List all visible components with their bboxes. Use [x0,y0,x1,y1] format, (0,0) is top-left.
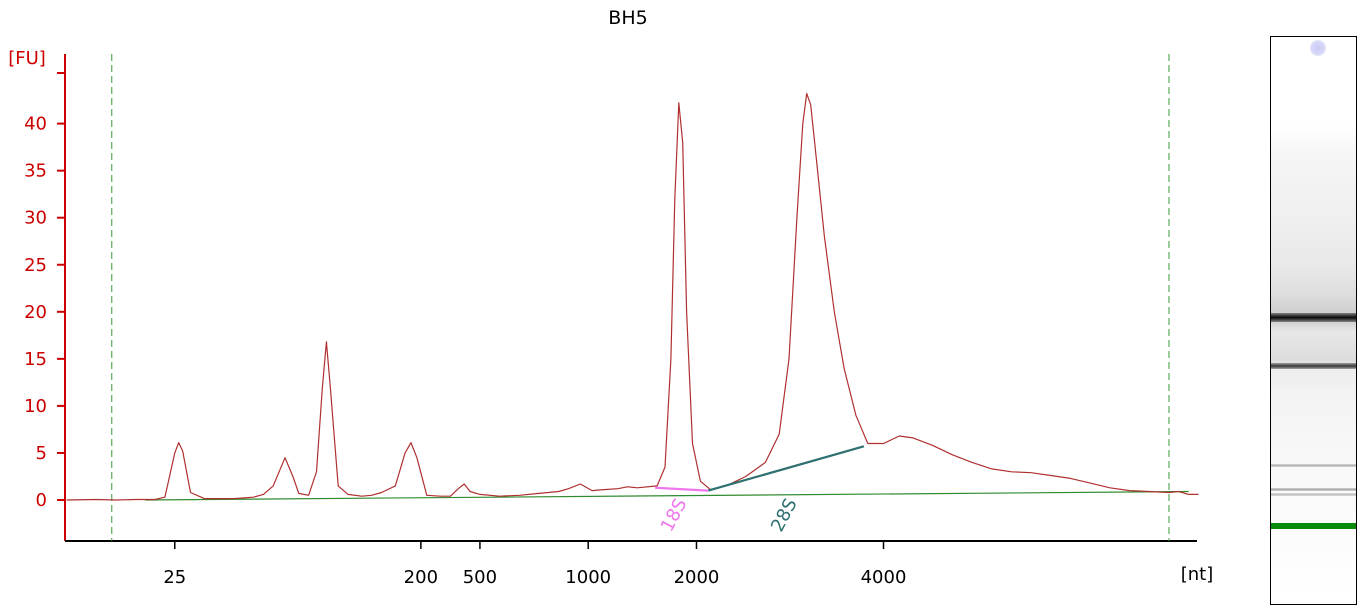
axes: 0 5 10 15 20 25 30 35 40 25 200 500 1000 2000 4000 [24,54,1197,588]
peak-segment-18S [655,488,708,491]
trace [67,94,1199,501]
gel-band [1271,313,1356,322]
y-axis-label: [FU] [8,48,46,69]
gel-band [1271,363,1356,369]
y-tick-label-20: 20 [24,302,47,323]
peak-annotations: 18S 28S [655,446,864,535]
gel-band [1271,493,1356,496]
y-tick-label-10: 10 [24,396,47,417]
x-tick-label-500: 500 [463,567,497,588]
y-tick-label-35: 35 [24,161,47,182]
x-tick-label-4000: 4000 [861,567,907,588]
y-tick-label-25: 25 [24,255,47,276]
x-axis-label: [nt] [1181,564,1214,585]
x-tick-label-2000: 2000 [674,567,720,588]
chart-title: BH5 [608,7,647,29]
peak-segment-28S [708,446,864,490]
y-tick-label-30: 30 [24,208,47,229]
lane-dot-icon [1310,40,1326,56]
x-tick-label-200: 200 [404,567,438,588]
x-tick-label-25: 25 [163,567,186,588]
peak-label-18S: 18S [657,495,692,535]
y-tick-label-15: 15 [24,349,47,370]
gel-lane [1270,36,1357,605]
gel-band [1271,464,1356,467]
y-tick-label-40: 40 [24,114,47,135]
gel-marker-band [1271,523,1356,529]
y-tick-label-0: 0 [36,490,47,511]
gel-band [1271,488,1356,491]
x-tick-label-1000: 1000 [565,567,611,588]
alignment-marker-lines [112,54,1169,541]
baseline [145,492,1188,500]
baseline-line [145,492,1188,500]
trace-series-1 [67,94,1199,501]
peak-label-28S: 28S [767,495,802,535]
y-tick-label-5: 5 [36,443,47,464]
